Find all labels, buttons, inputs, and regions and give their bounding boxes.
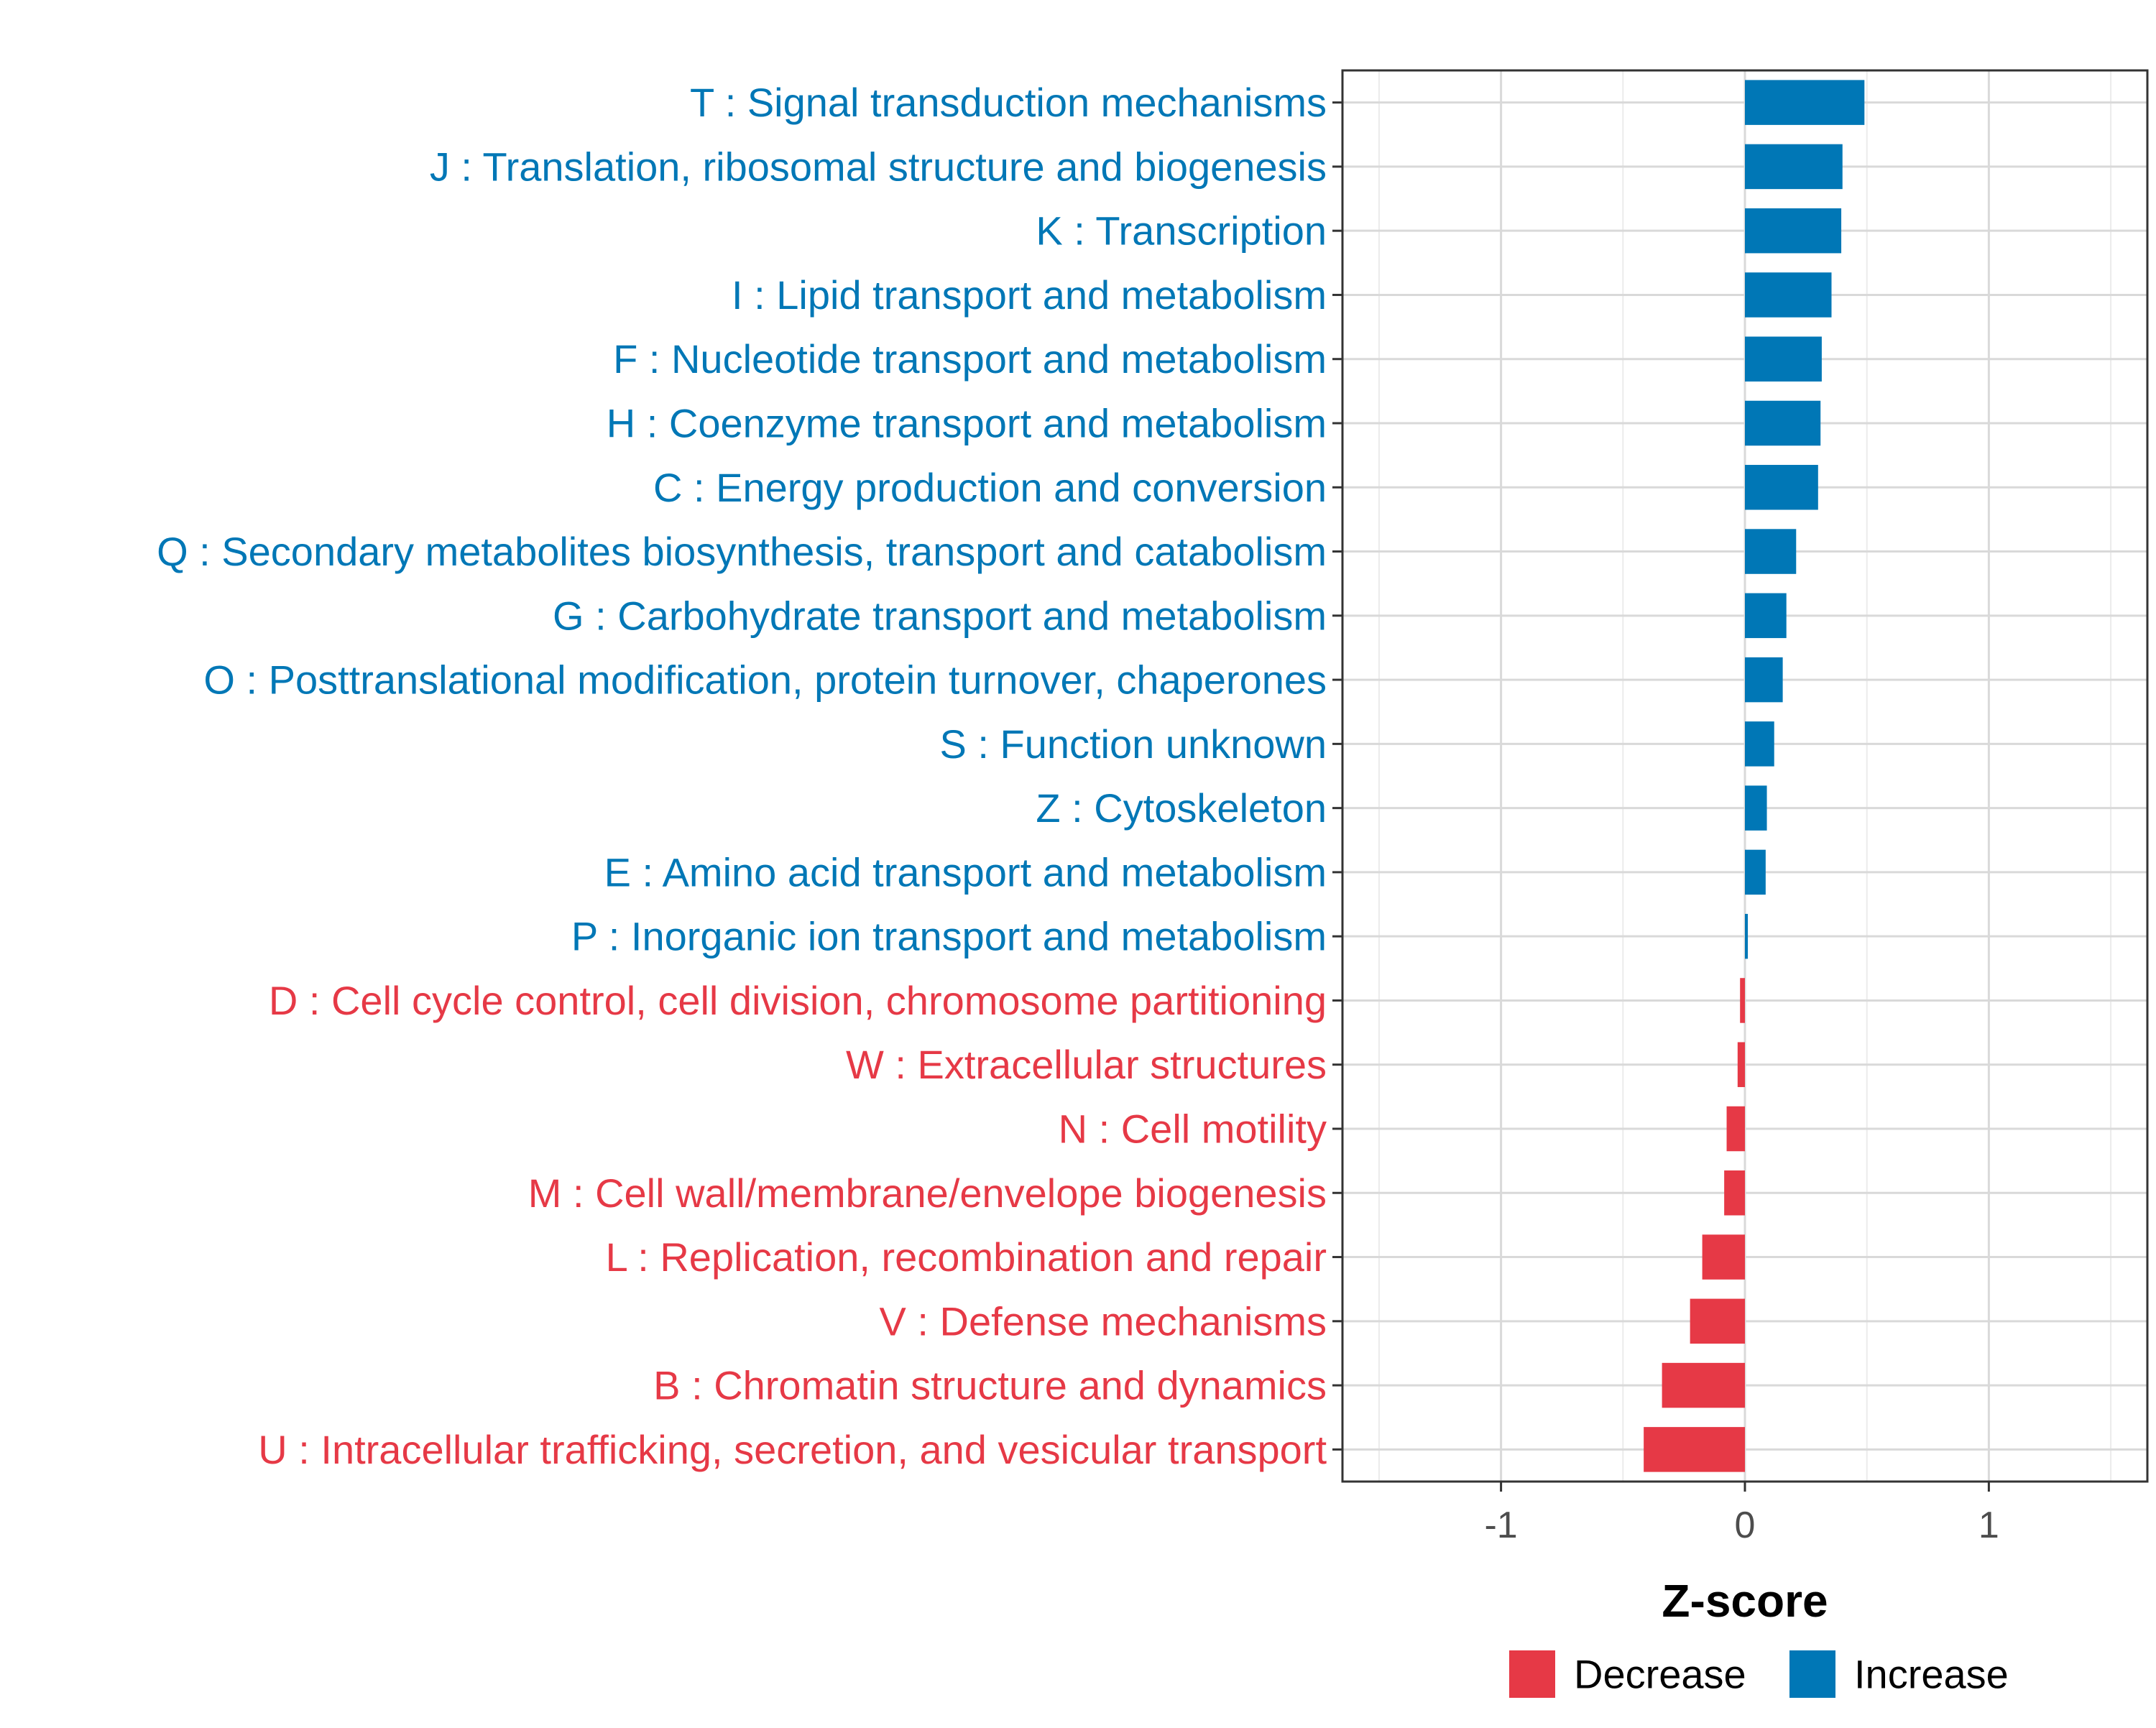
bar	[1702, 1234, 1745, 1280]
category-label: G : Carbohydrate transport and metabolis…	[553, 593, 1327, 638]
bar	[1644, 1427, 1745, 1472]
bar	[1690, 1298, 1745, 1344]
bar	[1745, 336, 1822, 382]
bar	[1745, 721, 1774, 767]
category-label: U : Intracellular trafficking, secretion…	[258, 1427, 1327, 1472]
category-label: T : Signal transduction mechanisms	[690, 80, 1327, 125]
bar	[1745, 913, 1749, 959]
category-label: Z : Cytoskeleton	[1036, 785, 1327, 831]
category-label: M : Cell wall/membrane/envelope biogenes…	[528, 1170, 1327, 1216]
x-tick-label: 0	[1735, 1505, 1756, 1546]
bar	[1745, 400, 1821, 446]
bar	[1745, 593, 1787, 639]
legend-key	[1509, 1650, 1555, 1698]
bar	[1726, 1106, 1745, 1152]
bar	[1662, 1362, 1745, 1408]
legend-label: Decrease	[1574, 1652, 1746, 1697]
bar-layer	[1644, 80, 1865, 1472]
bar	[1724, 1170, 1745, 1216]
category-label: S : Function unknown	[939, 721, 1327, 767]
bar	[1745, 208, 1842, 254]
bar	[1737, 1042, 1745, 1087]
bar	[1745, 80, 1865, 125]
x-tick-label: -1	[1484, 1505, 1517, 1546]
category-label: I : Lipid transport and metabolism	[732, 272, 1327, 318]
category-label: V : Defense mechanisms	[880, 1298, 1327, 1344]
bar	[1745, 144, 1843, 190]
category-label: Q : Secondary metabolites biosynthesis, …	[157, 529, 1327, 574]
category-label: E : Amino acid transport and metabolism	[604, 849, 1327, 895]
category-label: P : Inorganic ion transport and metaboli…	[571, 914, 1327, 959]
category-label: D : Cell cycle control, cell division, c…	[269, 978, 1327, 1023]
category-label: W : Extracellular structures	[846, 1042, 1327, 1087]
y-ticks	[1332, 101, 1342, 1451]
category-label: L : Replication, recombination and repai…	[606, 1234, 1327, 1280]
category-label: O : Posttranslational modification, prot…	[203, 657, 1327, 703]
x-axis-title: Z-score	[1662, 1575, 1828, 1627]
category-labels: T : Signal transduction mechanisms J : Tr…	[157, 80, 1327, 1472]
category-label: N : Cell motility	[1059, 1106, 1327, 1152]
bar	[1745, 849, 1766, 895]
legend-label: Increase	[1854, 1652, 2009, 1697]
bar	[1745, 465, 1818, 510]
x-tick-label: 1	[1978, 1505, 1999, 1546]
bar	[1745, 529, 1797, 574]
legend-key	[1789, 1650, 1835, 1698]
category-label: H : Coenzyme transport and metabolism	[607, 401, 1327, 446]
category-label: K : Transcription	[1036, 208, 1327, 254]
category-label: B : Chromatin structure and dynamics	[653, 1363, 1327, 1408]
category-label: J : Translation, ribosomal structure and…	[430, 144, 1327, 189]
x-ticks: -1 0 1	[1484, 1482, 1999, 1546]
legend: Decrease Increase	[1509, 1650, 2009, 1698]
bar	[1740, 978, 1745, 1023]
category-label: C : Energy production and conversion	[653, 465, 1327, 510]
bar	[1745, 657, 1783, 703]
category-label: F : Nucleotide transport and metabolism	[613, 336, 1327, 382]
bar	[1745, 785, 1767, 831]
bar	[1745, 272, 1832, 318]
